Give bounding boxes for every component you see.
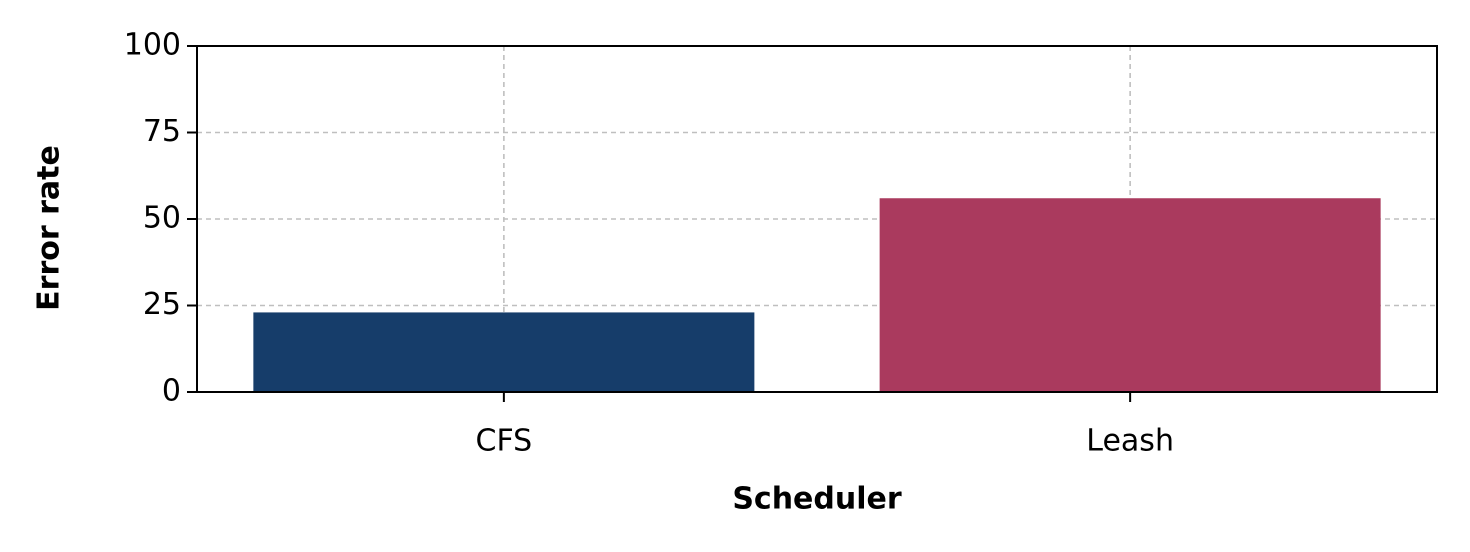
plot-frame bbox=[196, 45, 1438, 393]
x-tick-label: Leash bbox=[1086, 424, 1174, 459]
y-tick-label: 50 bbox=[143, 201, 181, 236]
x-tick-label: CFS bbox=[476, 424, 533, 459]
y-tick-label: 0 bbox=[162, 374, 181, 409]
y-tick-label: 25 bbox=[143, 287, 181, 322]
y-tick-label: 100 bbox=[124, 28, 181, 63]
bar bbox=[253, 312, 755, 392]
y-axis-title: Error rate bbox=[32, 145, 67, 311]
y-tick-label: 75 bbox=[143, 114, 181, 149]
x-axis-title: Scheduler bbox=[732, 482, 902, 517]
bar bbox=[879, 198, 1381, 392]
